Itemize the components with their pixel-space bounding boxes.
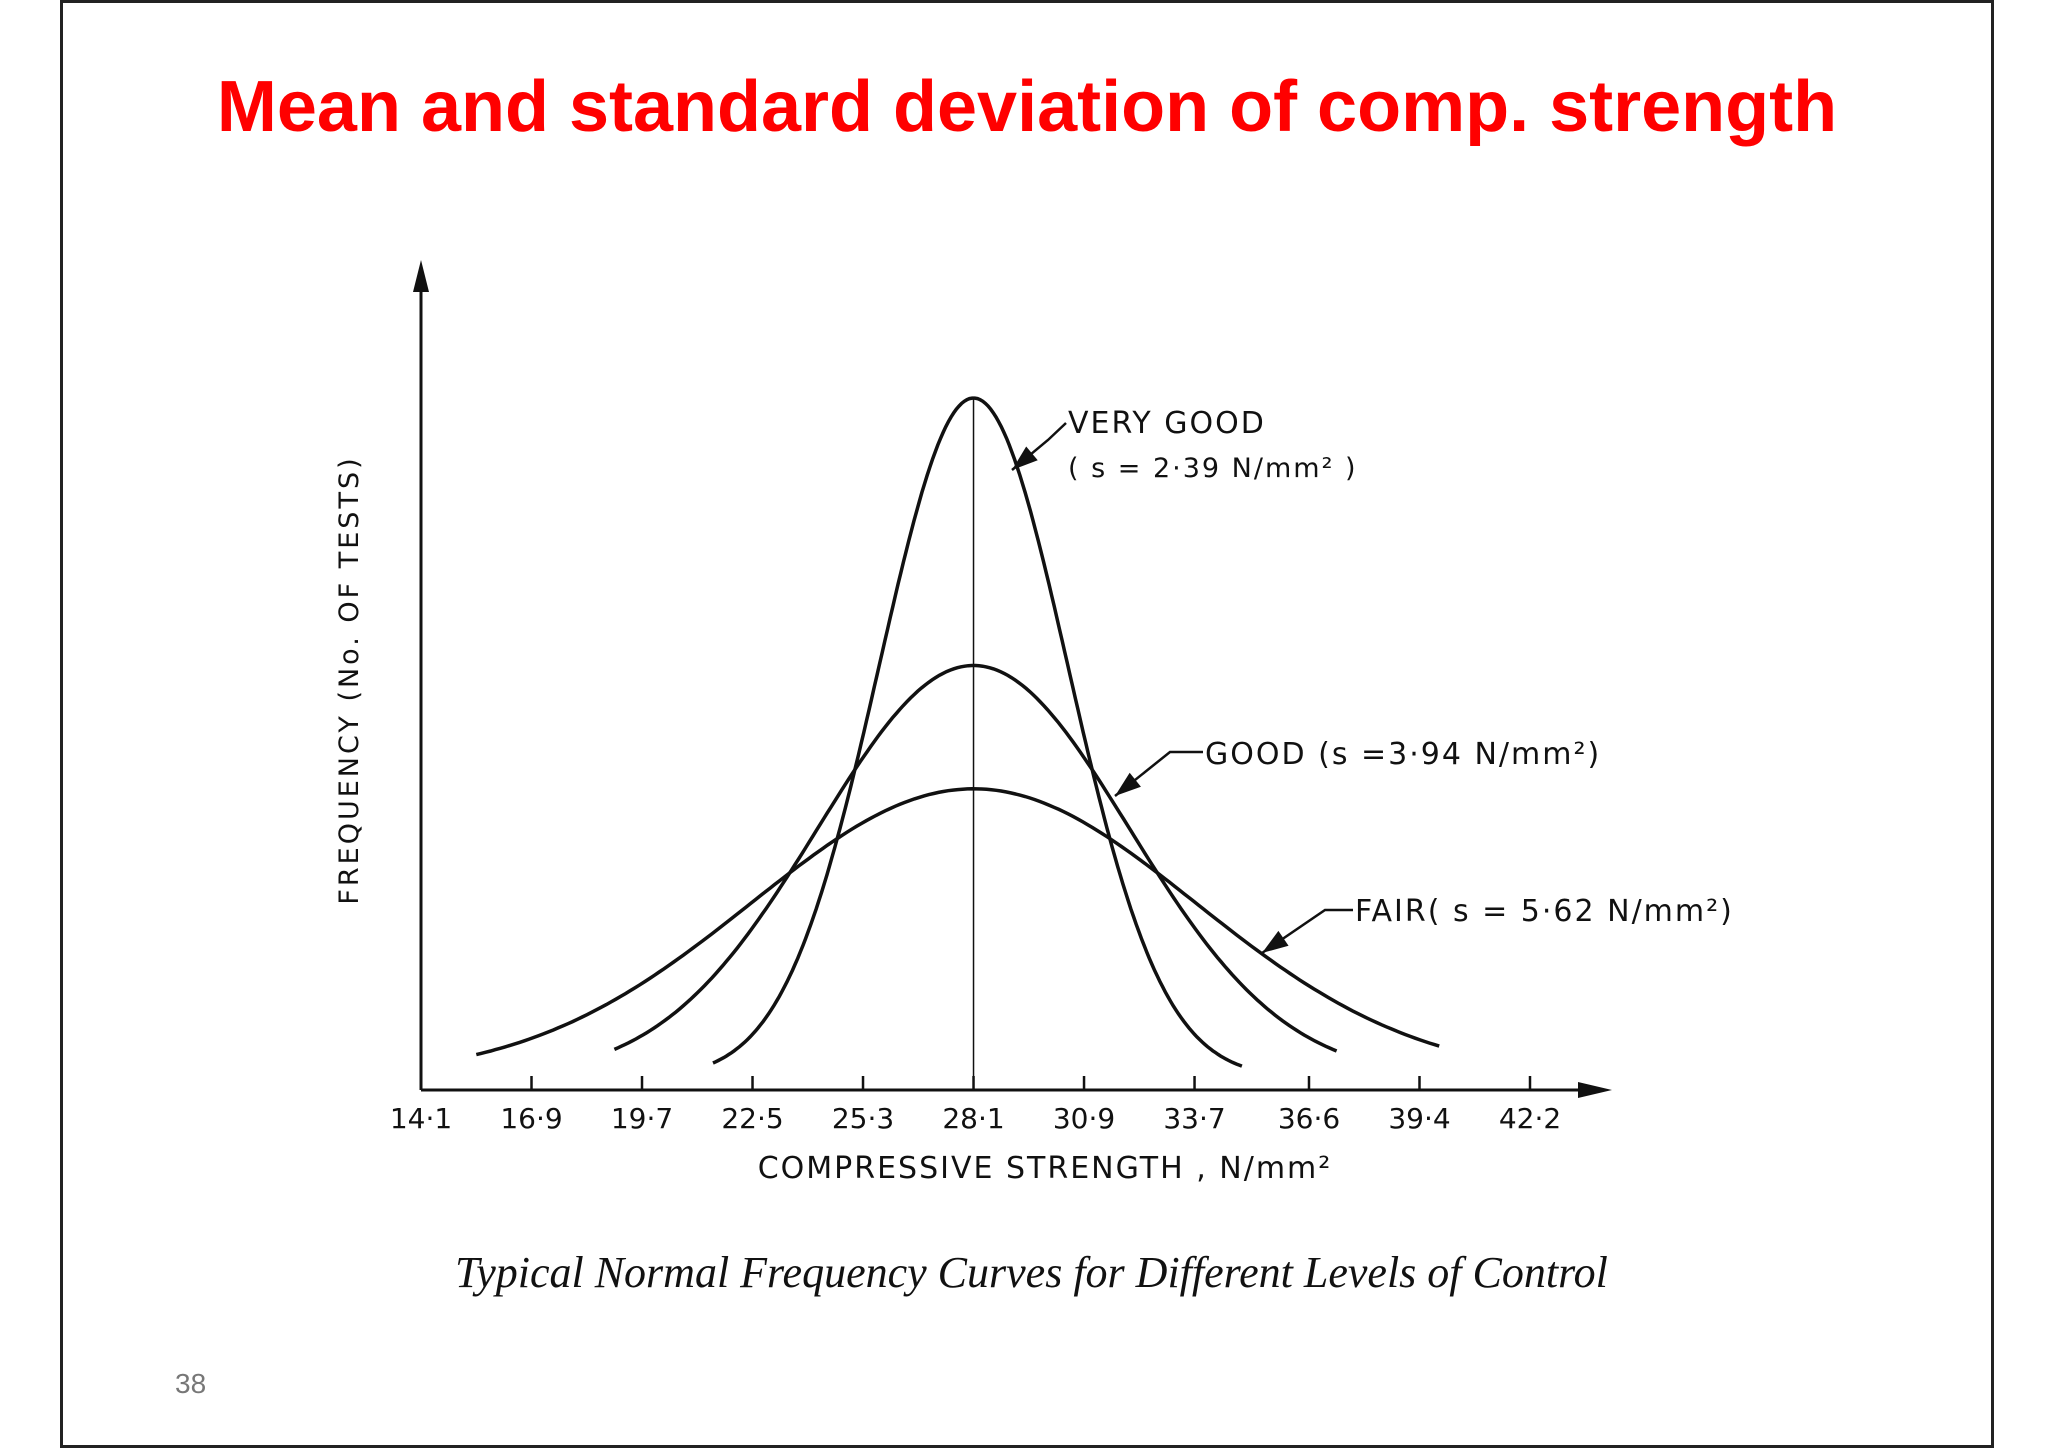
x-tick-label: 33·7 <box>1163 1102 1225 1135</box>
label-good: GOOD (s =3·94 N/mm²) <box>1205 737 1601 772</box>
x-tick-label: 30·9 <box>1053 1102 1115 1135</box>
y-axis-arrow <box>413 260 429 292</box>
chart-axes <box>413 260 1612 1098</box>
curve-labels: VERY GOOD ( s = 2·39 N/mm² ) GOOD (s =3·94… <box>1011 406 1734 955</box>
curves <box>475 396 1440 1068</box>
x-tick-label: 28·1 <box>942 1102 1004 1135</box>
leader-very-good-arrowhead <box>1012 446 1038 470</box>
curve-good <box>613 663 1338 1053</box>
curve-very-good <box>712 396 1243 1068</box>
x-axis-label: COMPRESSIVE STRENGTH , N/mm² <box>758 1151 1333 1186</box>
leader-good-arrowhead <box>1115 772 1141 796</box>
x-tick-label: 36·6 <box>1278 1102 1340 1135</box>
slide-frame <box>60 0 1994 1448</box>
x-tick-label: 19·7 <box>611 1102 673 1135</box>
x-tick-label: 25·3 <box>832 1102 894 1135</box>
y-axis-label: FREQUENCY (No. OF TESTS) <box>334 455 365 904</box>
curve-fair <box>475 787 1440 1057</box>
page-number: 38 <box>175 1368 207 1399</box>
label-very-good-name: VERY GOOD <box>1068 406 1266 441</box>
slide-title: Mean and standard deviation of comp. str… <box>216 67 1838 147</box>
leader-fair-arrowhead <box>1262 930 1289 953</box>
figure-caption: Typical Normal Frequency Curves for Diff… <box>455 1248 1608 1297</box>
x-axis-ticks: 14·1 16·9 19·7 22·5 25·3 28·1 30·9 33·7 36·6 39·4… <box>390 1076 1561 1135</box>
x-tick-label: 39·4 <box>1388 1102 1450 1135</box>
x-tick-label: 14·1 <box>390 1102 452 1135</box>
label-very-good-sd: ( s = 2·39 N/mm² ) <box>1068 453 1358 484</box>
x-tick-label: 16·9 <box>500 1102 562 1135</box>
x-tick-label: 22·5 <box>721 1102 783 1135</box>
x-tick-label: 42·2 <box>1499 1102 1561 1135</box>
label-fair: FAIR( s = 5·62 N/mm²) <box>1355 894 1734 929</box>
x-axis-arrow <box>1578 1082 1612 1098</box>
